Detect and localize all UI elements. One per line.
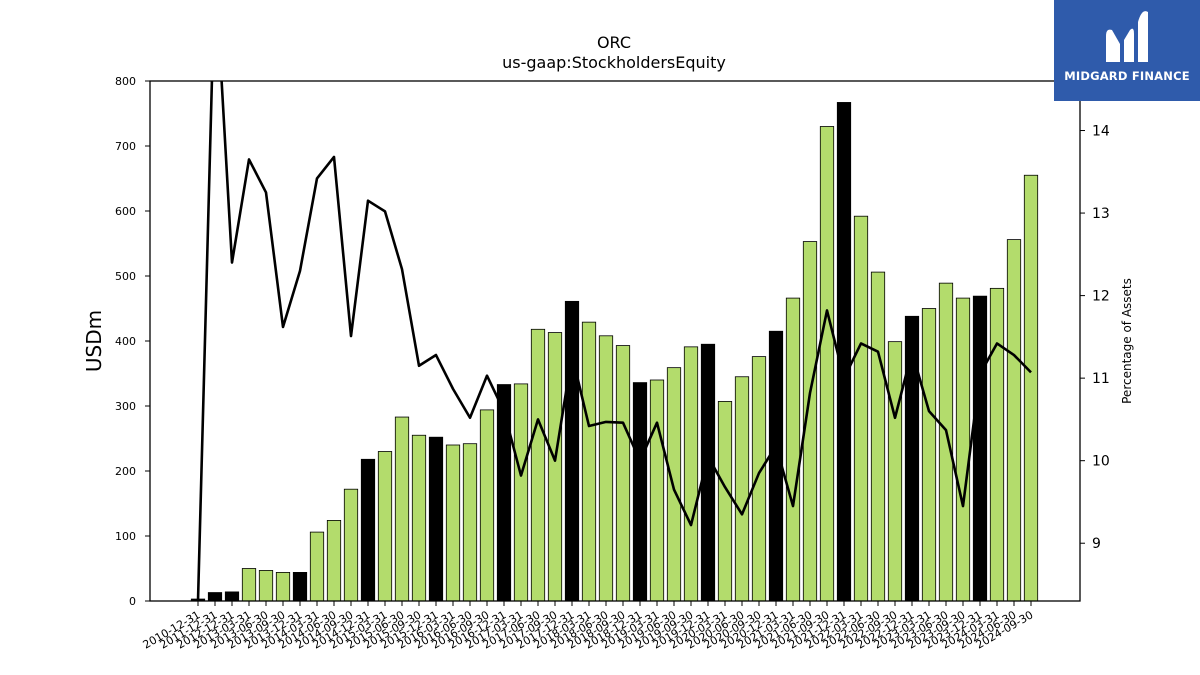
bar-2017-09-30 [547,332,563,602]
bar-2018-03-31 [581,321,597,602]
y-axis-label: USDm [82,310,106,372]
bar-2011-12-31 [207,592,223,602]
brand-logo: MIDGARD FINANCE [1054,0,1200,101]
y-tick-label-100: 100 [115,530,136,543]
y2-axis-label: Percentage of Assets [1120,278,1134,404]
bar-2016-12-31 [496,384,512,602]
x-axis: 2010-12-312011-12-312012-12-312013-03-31… [141,601,1036,652]
y-tick-label-800: 800 [115,75,136,88]
y-tick-label-300: 300 [115,400,136,413]
y2-tick-label-14: 14 [1092,124,1110,140]
y2-tick-label-13: 13 [1092,206,1110,222]
y-axis-left: 0 100 200 300 400 500 600 700 800 [115,75,150,608]
bar-2016-06-30 [462,443,478,602]
brand-name: MIDGARD FINANCE [1064,69,1190,83]
bar-2018-09-30 [615,345,631,602]
bar-2023-09-30 [955,297,971,602]
line-group [196,81,1032,601]
bar-2017-12-31 [564,300,580,602]
bar-2017-06-30 [530,328,546,602]
bar-2012-12-31 [224,591,240,602]
bar-2013-06-30 [258,570,274,602]
bar-2021-03-31 [785,297,801,602]
y2-tick-label-10: 10 [1092,454,1110,470]
bar-2015-03-31 [377,451,393,602]
bar-2016-03-31 [445,444,461,602]
chart-title: ORC [597,33,631,52]
bar-2020-03-31 [717,401,733,602]
bar-2023-06-30 [938,282,954,602]
y2-tick-label-11: 11 [1092,371,1110,387]
bar-2019-09-30 [683,346,699,602]
bar-2017-03-31 [513,383,529,602]
bar-2024-06-30 [1006,239,1022,602]
y-tick-label-400: 400 [115,335,136,348]
bar-2023-03-31 [921,308,937,602]
bar-2024-09-30 [1023,174,1039,602]
bar-2013-03-31 [241,568,257,602]
bar-2020-06-30 [734,376,750,602]
bar-2023-12-31 [972,295,988,602]
bar-2014-12-31 [360,458,376,602]
bar-2014-09-30 [343,488,359,602]
midgard-logo-icon [1106,11,1148,63]
y-tick-label-500: 500 [115,270,136,283]
chart-subtitle: us-gaap:StockholdersEquity [502,53,726,72]
bar-2019-03-31 [649,379,665,602]
bar-2015-12-31 [428,436,444,602]
bar-2014-06-30 [326,520,342,602]
bar-2020-09-30 [751,356,767,602]
bar-2021-09-30 [819,126,835,602]
bar-2018-12-31 [632,382,648,602]
bar-2022-12-31 [904,315,920,602]
bar-2024-03-31 [989,287,1005,602]
percentage-line [196,81,1032,601]
y2-tick-label-12: 12 [1092,289,1110,305]
y-tick-label-200: 200 [115,465,136,478]
bar-2015-09-30 [411,434,427,602]
bar-2015-06-30 [394,416,410,602]
bar-2021-12-31 [836,102,852,602]
y-tick-label-600: 600 [115,205,136,218]
bar-2013-12-31 [292,572,308,602]
bar-2022-06-30 [870,271,886,602]
y-tick-label-0: 0 [129,595,136,608]
y2-tick-label-9: 9 [1092,536,1101,552]
bar-2016-09-30 [479,409,495,602]
bar-2013-09-30 [275,572,291,602]
bar-2022-09-30 [887,341,903,602]
bar-2018-06-30 [598,335,614,602]
y-axis-right: 9 10 11 12 13 14 [1080,124,1110,552]
bar-2022-03-31 [853,215,869,602]
bar-2014-03-31 [309,531,325,602]
y-tick-label-700: 700 [115,140,136,153]
